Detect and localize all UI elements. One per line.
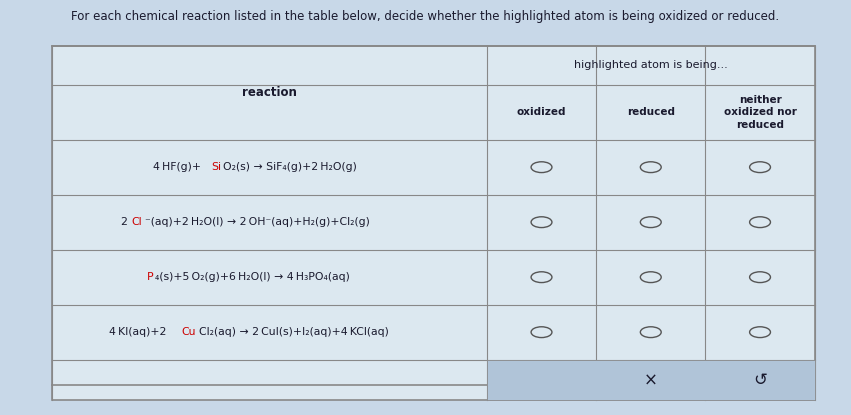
Text: neither
oxidized nor
reduced: neither oxidized nor reduced <box>723 95 797 129</box>
FancyBboxPatch shape <box>53 46 814 400</box>
Text: Cl₂(aq) → 2 CuI(s)+I₂(aq)+4 KCl(aq): Cl₂(aq) → 2 CuI(s)+I₂(aq)+4 KCl(aq) <box>199 327 389 337</box>
Text: 4 HF(g)+SiO₂(s) → SiF₄(g)+2 H₂O(g): 4 HF(g)+SiO₂(s) → SiF₄(g)+2 H₂O(g) <box>174 162 366 172</box>
Text: 4 HF(g)+: 4 HF(g)+ <box>153 162 201 172</box>
FancyBboxPatch shape <box>487 360 814 400</box>
Text: Cl: Cl <box>132 217 142 227</box>
Text: P: P <box>147 272 154 282</box>
Text: ⁻(aq)+2 H₂O(l) → 2 OH⁻(aq)+H₂(g)+Cl₂(g): ⁻(aq)+2 H₂O(l) → 2 OH⁻(aq)+H₂(g)+Cl₂(g) <box>145 217 369 227</box>
Text: For each chemical reaction listed in the table below, decide whether the highlig: For each chemical reaction listed in the… <box>71 10 780 23</box>
Text: oxidized: oxidized <box>517 107 566 117</box>
Text: Cu: Cu <box>181 327 196 337</box>
Text: ↺: ↺ <box>753 371 767 389</box>
Text: P₄(s)+5 O₂(g)+6 H₂O(l) → 4 H₃PO₄(aq): P₄(s)+5 O₂(g)+6 H₂O(l) → 4 H₃PO₄(aq) <box>168 272 370 282</box>
Text: O₂(s) → SiF₄(g)+2 H₂O(g): O₂(s) → SiF₄(g)+2 H₂O(g) <box>224 162 357 172</box>
Text: Si: Si <box>211 162 221 172</box>
Text: 4 KI(aq)+2 CuCl₂(aq) → 2 CuI(s)+I₂(aq)+4 KCl(aq): 4 KI(aq)+2 CuCl₂(aq) → 2 CuI(s)+I₂(aq)+4… <box>138 327 402 337</box>
Text: 2 Cl⁻(aq)+2 H₂O(l) → 2 OH⁻(aq)+H₂(g)+Cl₂(g): 2 Cl⁻(aq)+2 H₂O(l) → 2 OH⁻(aq)+H₂(g)+Cl₂… <box>147 217 391 227</box>
Text: reaction: reaction <box>243 86 297 99</box>
Text: ₄(s)+5 O₂(g)+6 H₂O(l) → 4 H₃PO₄(aq): ₄(s)+5 O₂(g)+6 H₂O(l) → 4 H₃PO₄(aq) <box>155 272 350 282</box>
Text: 2: 2 <box>121 217 130 227</box>
Text: ×: × <box>644 371 658 389</box>
Text: 4 KI(aq)+2: 4 KI(aq)+2 <box>109 327 168 337</box>
Text: reduced: reduced <box>627 107 675 117</box>
Text: highlighted atom is being...: highlighted atom is being... <box>574 60 728 70</box>
